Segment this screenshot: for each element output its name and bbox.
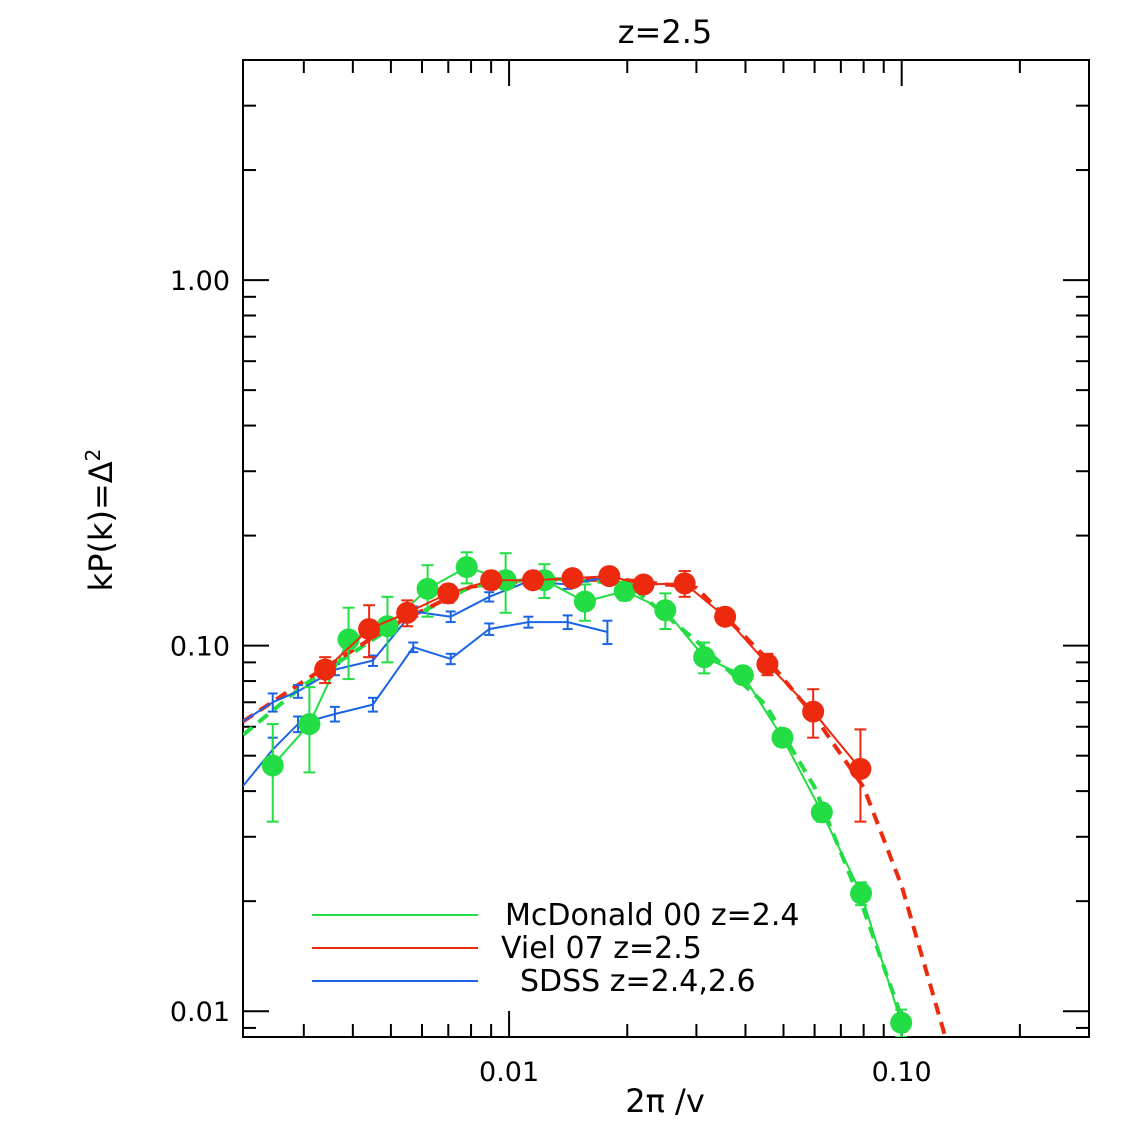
chart-title: z=2.5 [618,13,713,51]
model-line [243,577,948,1037]
plot-border [242,59,1090,1038]
data-point [731,664,754,687]
axis-ticks [243,59,1090,1037]
data-point [396,601,419,624]
data-point [802,700,825,723]
y-axis-label-superscript: 2 [81,449,105,462]
series-layer [243,551,948,1037]
x-tick-label: 0.10 [872,1057,932,1088]
data-point [261,754,284,777]
data-point [337,628,360,651]
data-point [437,582,460,605]
data-point [598,565,621,588]
data-point [521,569,544,592]
y-axis-label: kP(k)=Δ2 [81,449,120,592]
data-point [455,556,478,579]
plot-frame [242,59,1090,1038]
legend-label-mcdonald: McDonald 00 z=2.4 [505,898,799,933]
tick-labels: 0.01 0.10 0.01 0.10 1.00 [170,266,932,1088]
data-point [771,726,794,749]
sdss-line [243,621,608,788]
data-point [890,1011,913,1034]
data-point [298,713,321,736]
data-point [810,801,833,824]
data-point [561,567,584,590]
x-axis-label: 2π /v [625,1082,705,1120]
data-point [416,577,439,600]
data-point [714,605,737,628]
data-point [573,590,596,613]
y-tick-label: 0.10 [170,632,230,663]
data-point [632,573,655,596]
legend: McDonald 00 z=2.4 Viel 07 z=2.5 SDSS z=2… [312,898,799,999]
data-point [376,615,399,638]
data-point [756,653,779,676]
legend-label-viel: Viel 07 z=2.5 [501,931,702,966]
data-point [693,646,716,669]
legend-label-sdss: SDSS z=2.4,2.6 [520,964,756,999]
data-point [654,599,677,622]
data-point [850,882,873,905]
data-point [314,658,337,681]
data-point [673,572,696,595]
data-point [480,569,503,592]
data-point [849,757,872,780]
y-tick-label: 1.00 [170,266,230,297]
data-point [358,618,381,641]
x-tick-label: 0.01 [479,1057,539,1088]
y-axis-label-base: kP(k)=Δ [82,461,120,591]
data-point [613,580,636,603]
y-tick-label: 0.01 [170,997,230,1028]
